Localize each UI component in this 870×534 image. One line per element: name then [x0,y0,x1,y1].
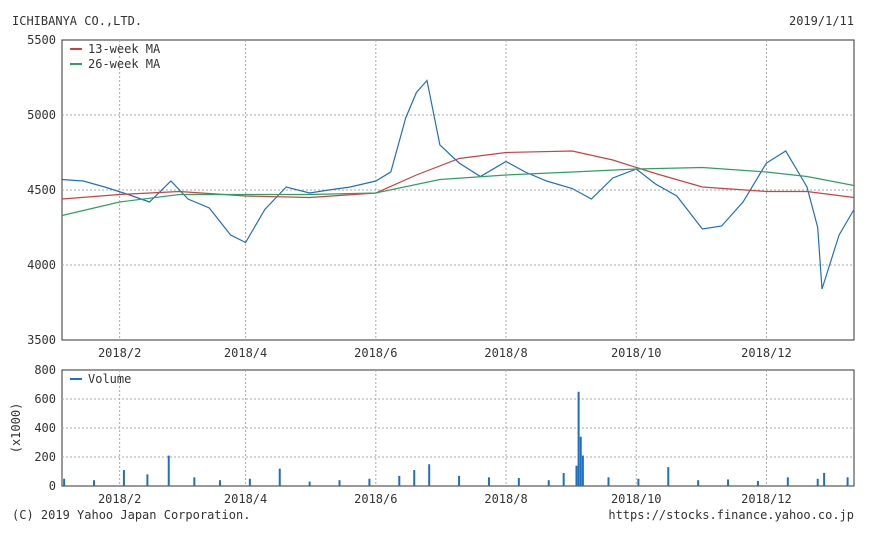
price-x-tick-label: 2018/4 [224,346,267,360]
price-y-tick-label: 3500 [27,333,56,347]
volume-x-tick-label: 2018/8 [484,492,527,506]
price-y-tick-label: 5500 [27,33,56,47]
volume-y-tick-label: 0 [49,479,56,493]
price-y-tick-label: 4000 [27,258,56,272]
price-y-tick-label: 4500 [27,183,56,197]
volume-y-tick-label: 200 [34,450,56,464]
volume-y-tick-label: 400 [34,421,56,435]
price-x-tick-label: 2018/6 [354,346,397,360]
price-line [61,79,855,290]
volume-x-tick-label: 2018/12 [741,492,792,506]
price-y-tick-label: 5000 [27,108,56,122]
legend-label-ma13-line: 13-week MA [88,42,161,56]
volume-y-tick-label: 600 [34,392,56,406]
ma26-line [61,166,855,217]
volume-x-tick-label: 2018/2 [98,492,141,506]
volume-x-tick-label: 2018/10 [611,492,662,506]
company-name: ICHIBANYA CO.,LTD. [12,14,143,28]
chart-date: 2019/1/11 [788,14,854,28]
source-url[interactable]: https://stocks.finance.yahoo.co.jp [608,508,854,522]
copyright-text: (C) 2019 Yahoo Japan Corporation. [12,508,251,522]
legend-label-ma26-line: 26-week MA [88,57,161,71]
volume-y-axis-unit: (x1000) [9,403,23,454]
volume-x-tick-label: 2018/4 [224,492,267,506]
volume-x-tick-label: 2018/6 [354,492,397,506]
price-x-tick-label: 2018/10 [611,346,662,360]
legend-label-volume: Volume [88,372,131,386]
price-x-tick-label: 2018/8 [484,346,527,360]
price-x-tick-label: 2018/2 [98,346,141,360]
price-x-tick-label: 2018/12 [741,346,792,360]
volume-y-tick-label: 800 [34,363,56,377]
ma13-line [61,150,855,200]
